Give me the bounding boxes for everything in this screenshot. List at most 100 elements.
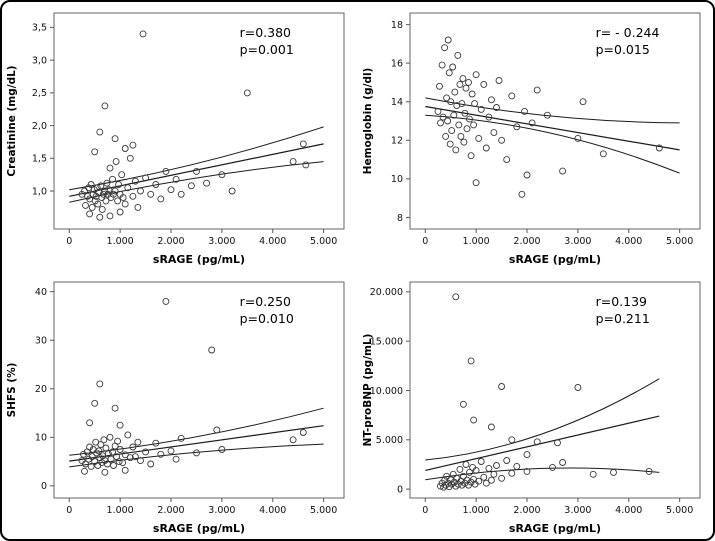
data-point: [434, 107, 441, 115]
y-tick-label: 15.000: [369, 336, 402, 347]
data-point: [469, 121, 477, 129]
data-point: [442, 94, 450, 102]
data-point: [147, 190, 155, 198]
annotation-p: p=0.010: [240, 311, 294, 326]
data-point: [228, 187, 236, 195]
data-point: [645, 467, 653, 475]
data-point: [111, 187, 119, 195]
data-point: [436, 119, 444, 127]
ci-upper-line: [69, 126, 324, 191]
x-tick-label: 5.000: [310, 505, 337, 516]
y-tick-label: 18: [390, 20, 402, 31]
data-point: [482, 479, 490, 487]
data-point: [489, 129, 497, 137]
data-point: [462, 460, 469, 468]
data-point: [99, 190, 107, 198]
x-tick-label: 3.000: [564, 236, 591, 247]
data-point: [118, 171, 126, 179]
shfs-scatter-svg: 0 1.000 2.000 3.000 4.000 5.000 0 10 20 30 40 sRAGE…: [6, 281, 345, 535]
data-point: [444, 36, 452, 44]
data-point: [448, 63, 456, 71]
data-point: [172, 175, 180, 183]
data-point: [477, 457, 485, 465]
x-tick-label: 3.000: [208, 236, 235, 247]
data-point: [112, 158, 120, 166]
data-point: [442, 472, 450, 480]
data-point: [172, 455, 180, 463]
y-tick-label: 30: [35, 335, 47, 346]
data-point: [91, 148, 99, 156]
hemoglobin-scatter-svg: 0 1.000 2.000 3.000 4.000 5.000 8 10 12 14 16 18 sRA…: [362, 12, 700, 266]
data-point: [484, 113, 492, 121]
data-point: [116, 421, 124, 429]
data-point: [139, 30, 147, 38]
ci-upper-line: [69, 407, 324, 456]
data-point: [106, 164, 114, 172]
annotation-r: r= - 0.244: [595, 25, 659, 40]
y-tick-label: 20: [35, 384, 47, 395]
data-point: [492, 104, 500, 111]
data-point: [96, 213, 104, 221]
data-point: [449, 470, 457, 478]
data-point: [162, 297, 170, 305]
data-point: [116, 445, 124, 453]
chart-shfs: 0 1.000 2.000 3.000 4.000 5.000 0 10 20 30 40 sRAGE…: [2, 271, 358, 540]
data-point: [553, 438, 561, 446]
creatinine-scatter-svg: 0 1.000 2.000 3.000 4.000 5.000 1,0 1,5 2,0 2,5 3,…: [6, 12, 345, 266]
data-point: [98, 205, 106, 213]
y-tick-label: 10: [35, 432, 47, 443]
data-point: [100, 435, 108, 443]
data-point: [457, 100, 465, 108]
data-point: [512, 123, 520, 131]
y-tick-label: 3,0: [32, 55, 47, 66]
data-point: [78, 456, 86, 464]
y-axis-label: Hemoglobin (g/dl): [362, 68, 374, 175]
ntprobnp-scatter-svg: 0 1.000 2.000 3.000 4.000 5.000 0 5.000 10.000 15…: [362, 281, 700, 535]
data-point: [114, 437, 122, 445]
data-point: [458, 75, 466, 83]
data-point: [455, 465, 463, 473]
data-point: [440, 44, 448, 52]
data-point: [302, 161, 310, 169]
x-axis-label: sRAGE (pg/mL): [508, 253, 600, 266]
y-tick-label: 0: [396, 484, 402, 495]
data-point: [121, 200, 129, 208]
data-point: [469, 416, 477, 424]
data-point: [177, 434, 185, 442]
data-point: [451, 292, 459, 300]
x-tick-label: 3.000: [564, 505, 591, 516]
data-point: [609, 468, 617, 476]
data-point: [107, 455, 115, 463]
data-point: [450, 88, 458, 96]
data-point: [487, 423, 495, 430]
ci-lower-line: [424, 114, 680, 174]
data-point: [512, 462, 520, 470]
data-points-group: [78, 30, 310, 221]
data-point: [157, 450, 165, 458]
y-tick-label: 10.000: [369, 385, 402, 396]
y-tick-label: 2,0: [32, 121, 47, 132]
data-point: [558, 458, 566, 466]
data-point: [87, 181, 95, 188]
data-point: [213, 426, 221, 433]
data-point: [106, 212, 114, 220]
data-point: [131, 177, 139, 185]
y-tick-label: 1,0: [32, 186, 47, 197]
data-point: [655, 144, 663, 152]
ci-lower-line: [69, 161, 324, 203]
data-point: [579, 98, 586, 106]
data-point: [507, 469, 515, 477]
data-point: [119, 458, 127, 466]
data-point: [104, 449, 112, 457]
data-point: [86, 443, 94, 450]
x-tick-label: 1.000: [107, 236, 134, 247]
data-point: [102, 444, 110, 451]
data-point: [121, 145, 129, 152]
plot-frame: [53, 281, 345, 498]
y-tick-label: 12: [390, 136, 402, 147]
chart-ntprobnp: 0 1.000 2.000 3.000 4.000 5.000 0 5.000 10.000 15…: [358, 271, 714, 540]
data-point: [435, 82, 443, 90]
data-point: [497, 382, 505, 390]
data-point: [472, 71, 480, 79]
